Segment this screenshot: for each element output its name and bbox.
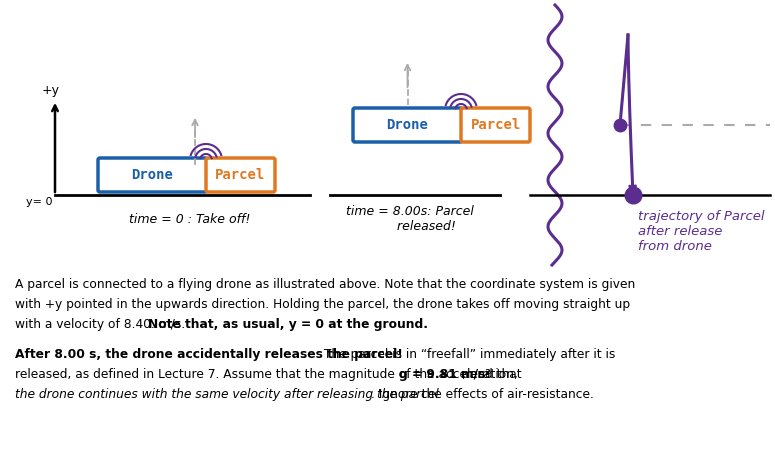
- Text: Note that, as usual, y = 0 at the ground.: Note that, as usual, y = 0 at the ground…: [148, 318, 428, 331]
- Text: Drone: Drone: [387, 118, 429, 132]
- Text: with +y pointed in the upwards direction. Holding the parcel, the drone takes of: with +y pointed in the upwards direction…: [15, 298, 630, 311]
- Text: released, as defined in Lecture 7. Assume that the magnitude of the acceleration: released, as defined in Lecture 7. Assum…: [15, 368, 522, 381]
- Text: Parcel: Parcel: [470, 118, 521, 132]
- Text: +y: +y: [42, 84, 60, 97]
- Text: A parcel is connected to a flying drone as illustrated above. Note that the coor: A parcel is connected to a flying drone …: [15, 278, 636, 291]
- Text: Parcel: Parcel: [215, 168, 266, 182]
- Text: trajectory of Parcel
after release
from drone: trajectory of Parcel after release from …: [638, 210, 764, 253]
- Text: the drone continues with the same velocity after releasing the parcel: the drone continues with the same veloci…: [15, 388, 439, 401]
- Text: Drone: Drone: [132, 168, 174, 182]
- FancyBboxPatch shape: [461, 108, 530, 142]
- Text: The parcel is in “freefall” immediately after it is: The parcel is in “freefall” immediately …: [320, 348, 615, 361]
- Text: After 8.00 s, the drone accidentally releases the parcel!: After 8.00 s, the drone accidentally rel…: [15, 348, 403, 361]
- FancyBboxPatch shape: [98, 158, 207, 192]
- Text: g = 9.81 m/s²: g = 9.81 m/s²: [399, 368, 491, 381]
- Text: with a velocity of 8.40. m/s.: with a velocity of 8.40. m/s.: [15, 318, 189, 331]
- Text: , and that: , and that: [462, 368, 522, 381]
- Text: . Ignore the effects of air-resistance.: . Ignore the effects of air-resistance.: [371, 388, 594, 401]
- FancyBboxPatch shape: [353, 108, 462, 142]
- Text: time = 0 : Take off!: time = 0 : Take off!: [129, 213, 250, 226]
- Text: y= 0: y= 0: [26, 197, 53, 207]
- FancyBboxPatch shape: [206, 158, 275, 192]
- Text: time = 8.00s: Parcel
        released!: time = 8.00s: Parcel released!: [346, 205, 474, 233]
